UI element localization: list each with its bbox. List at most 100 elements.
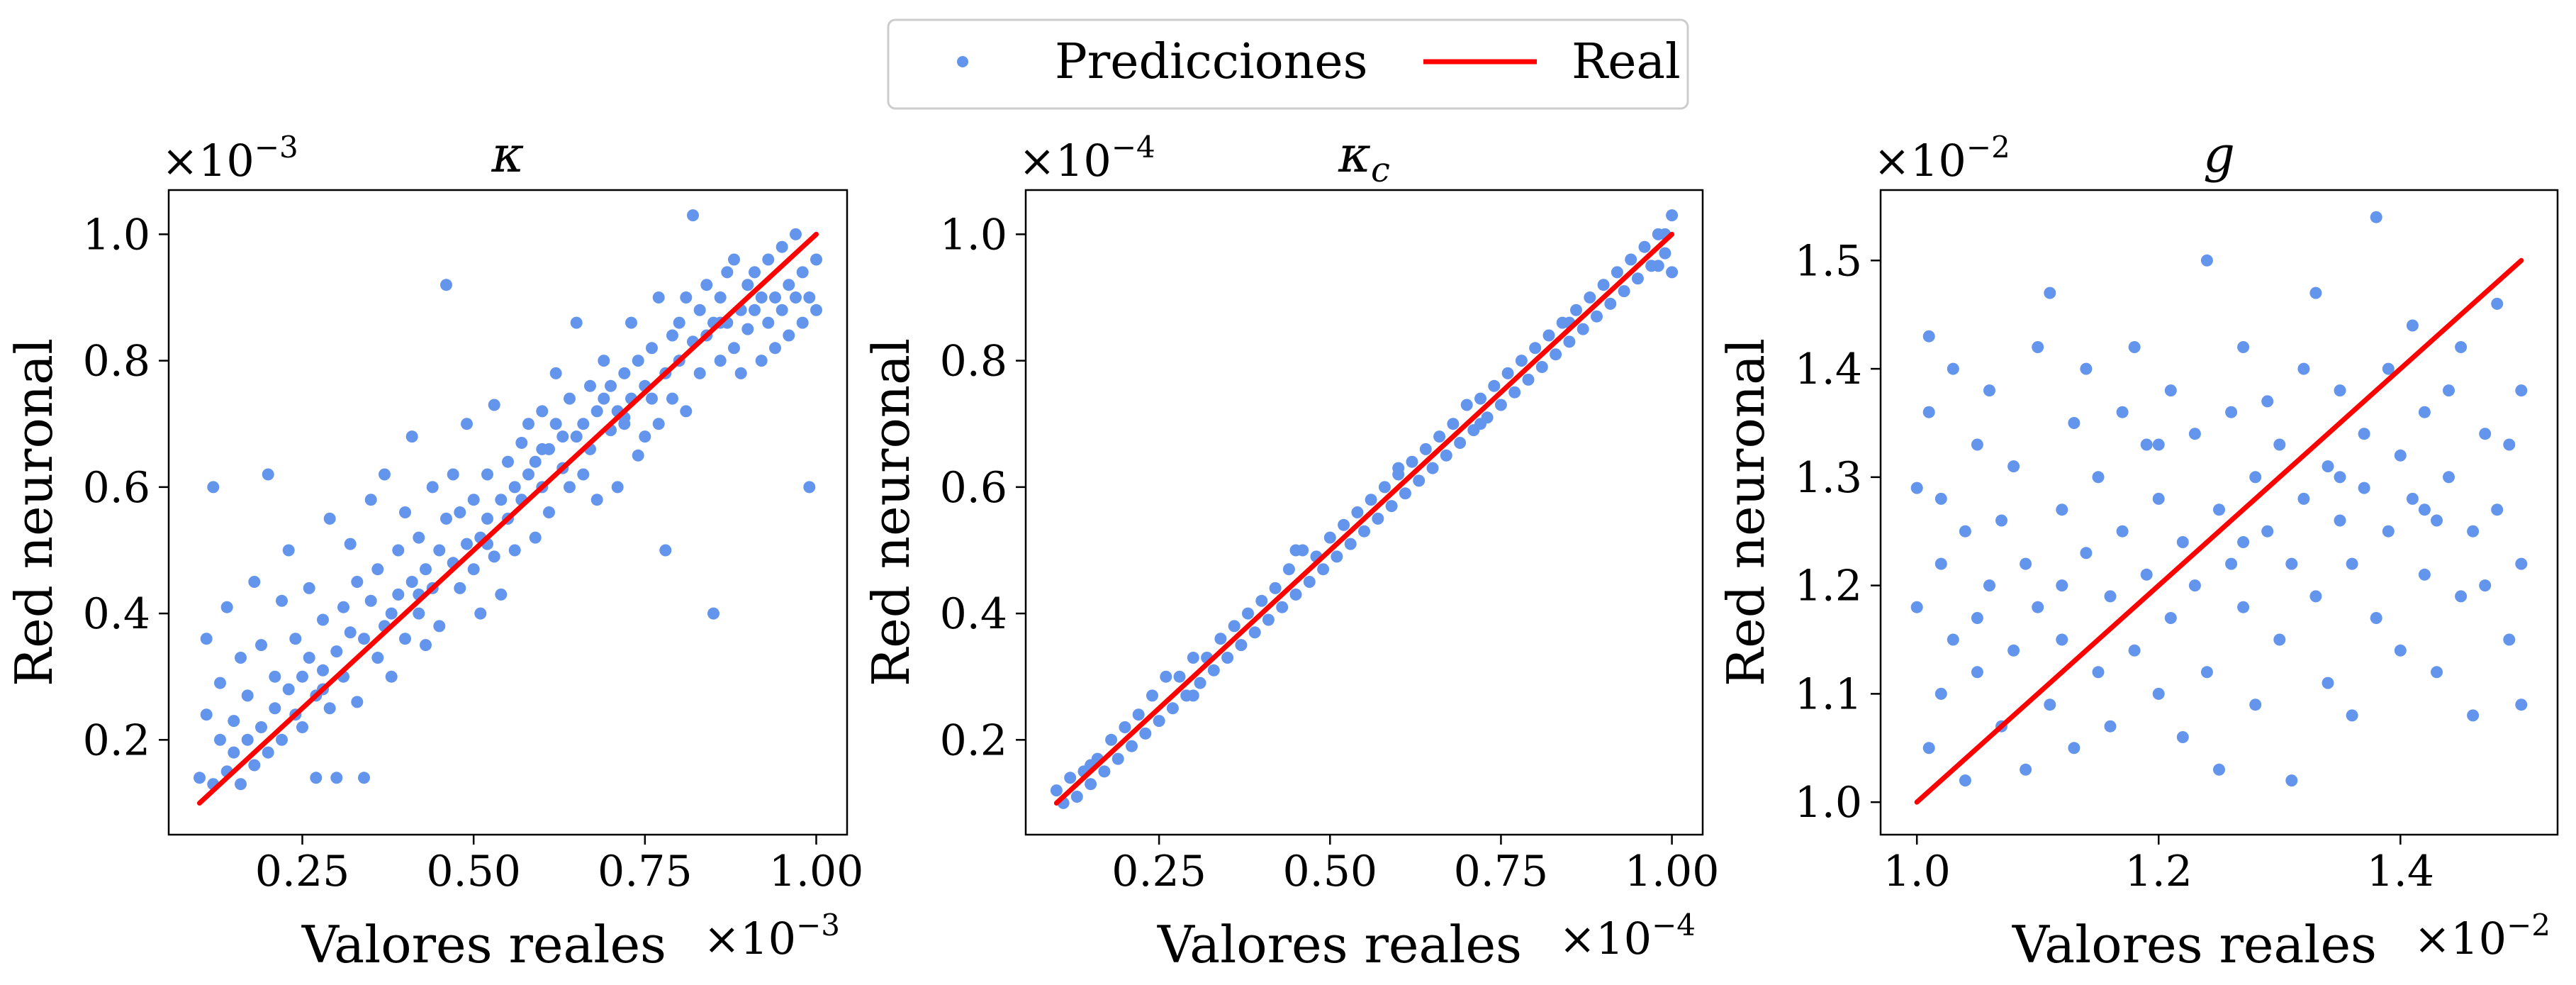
data-point xyxy=(1248,626,1261,639)
data-point xyxy=(2346,709,2358,722)
data-point xyxy=(1983,579,1995,592)
data-point xyxy=(2056,579,2068,592)
data-point xyxy=(2346,557,2358,570)
data-point xyxy=(1454,437,1467,449)
legend: Predicciones Real xyxy=(887,18,1689,110)
data-point xyxy=(1971,438,1983,451)
data-point xyxy=(590,405,603,418)
y-tick-label: 0.6 xyxy=(83,463,150,513)
data-point xyxy=(1447,418,1460,430)
data-point xyxy=(618,367,631,379)
data-point xyxy=(2152,438,2165,451)
data-point xyxy=(734,367,747,379)
data-point xyxy=(1187,652,1199,664)
data-point xyxy=(1282,563,1295,576)
data-point xyxy=(515,437,528,449)
data-point xyxy=(762,316,775,329)
data-point xyxy=(1276,601,1289,613)
data-point xyxy=(447,468,459,481)
data-point xyxy=(2370,211,2382,223)
y-scale-factor: ×10−4 xyxy=(1019,130,1155,187)
subplot-title-main: κ xyxy=(491,126,525,184)
x-scale-factor: ×10−2 xyxy=(2414,908,2550,964)
axes-frame xyxy=(167,189,849,836)
data-point xyxy=(2467,525,2480,538)
data-point xyxy=(508,544,521,557)
y-tick-label: 1.0 xyxy=(1795,778,1862,828)
data-point xyxy=(385,670,398,683)
data-point xyxy=(1494,399,1507,411)
data-point xyxy=(2176,536,2189,548)
x-scale-base: ×10 xyxy=(703,913,796,964)
data-point xyxy=(570,316,583,329)
x-tick-label: 0.75 xyxy=(598,847,693,896)
data-point xyxy=(1460,399,1473,411)
data-point xyxy=(1910,601,1923,613)
data-point xyxy=(2418,503,2431,516)
data-point xyxy=(755,355,768,367)
data-point xyxy=(481,512,493,525)
data-point xyxy=(803,481,816,494)
data-point xyxy=(262,746,274,759)
data-point xyxy=(1652,260,1664,272)
data-point xyxy=(2044,286,2056,299)
data-point xyxy=(2491,297,2504,310)
data-point xyxy=(2164,612,2177,624)
data-point xyxy=(2261,525,2274,538)
data-point xyxy=(344,626,357,639)
data-point xyxy=(693,367,706,379)
x-scale-exponent: −2 xyxy=(2507,908,2550,942)
data-point xyxy=(1508,386,1521,399)
data-point xyxy=(1910,482,1923,494)
axes-frame xyxy=(1879,189,2559,836)
scatter-points-g xyxy=(1910,211,2528,787)
data-point xyxy=(467,563,480,576)
data-point xyxy=(1173,670,1186,683)
data-point xyxy=(2200,666,2213,679)
y-tick-label: 0.6 xyxy=(940,463,1007,513)
data-point xyxy=(1358,525,1370,538)
y-scale-exponent: −4 xyxy=(1111,130,1155,165)
data-point xyxy=(1344,538,1357,550)
data-point xyxy=(248,576,261,588)
data-point xyxy=(296,721,308,733)
data-point xyxy=(317,664,329,677)
data-point xyxy=(556,430,569,443)
data-point xyxy=(2285,557,2298,570)
data-point xyxy=(810,253,822,266)
data-point xyxy=(714,355,727,367)
data-point xyxy=(1187,689,1199,702)
data-point xyxy=(775,304,788,316)
data-point xyxy=(1269,581,1282,594)
data-point xyxy=(317,613,329,626)
data-point xyxy=(2140,568,2153,581)
data-point xyxy=(502,455,514,468)
y-scale-factor: ×10−3 xyxy=(162,130,298,187)
y-axis-label: Red neuronal xyxy=(861,338,921,686)
data-point xyxy=(269,702,281,715)
data-point xyxy=(2225,557,2238,570)
data-point xyxy=(495,494,508,506)
data-point xyxy=(1085,778,1097,791)
data-point xyxy=(2443,471,2455,484)
data-point xyxy=(2358,482,2370,494)
data-point xyxy=(1098,765,1111,778)
data-point xyxy=(2128,341,2141,353)
data-point xyxy=(728,342,740,355)
data-point xyxy=(1618,285,1630,298)
data-point xyxy=(282,544,295,557)
data-point xyxy=(2370,612,2382,624)
data-point xyxy=(2334,384,2346,397)
data-point xyxy=(1659,247,1671,260)
data-point xyxy=(659,544,672,557)
data-point xyxy=(1194,677,1206,689)
data-point xyxy=(2080,547,2093,560)
data-point xyxy=(2322,460,2334,473)
data-point xyxy=(405,430,418,443)
data-point xyxy=(228,715,240,728)
x-scale-base: ×10 xyxy=(2414,913,2507,964)
data-point xyxy=(1922,406,1935,418)
data-point xyxy=(1126,740,1138,752)
data-point xyxy=(549,367,562,379)
data-point xyxy=(371,652,384,664)
